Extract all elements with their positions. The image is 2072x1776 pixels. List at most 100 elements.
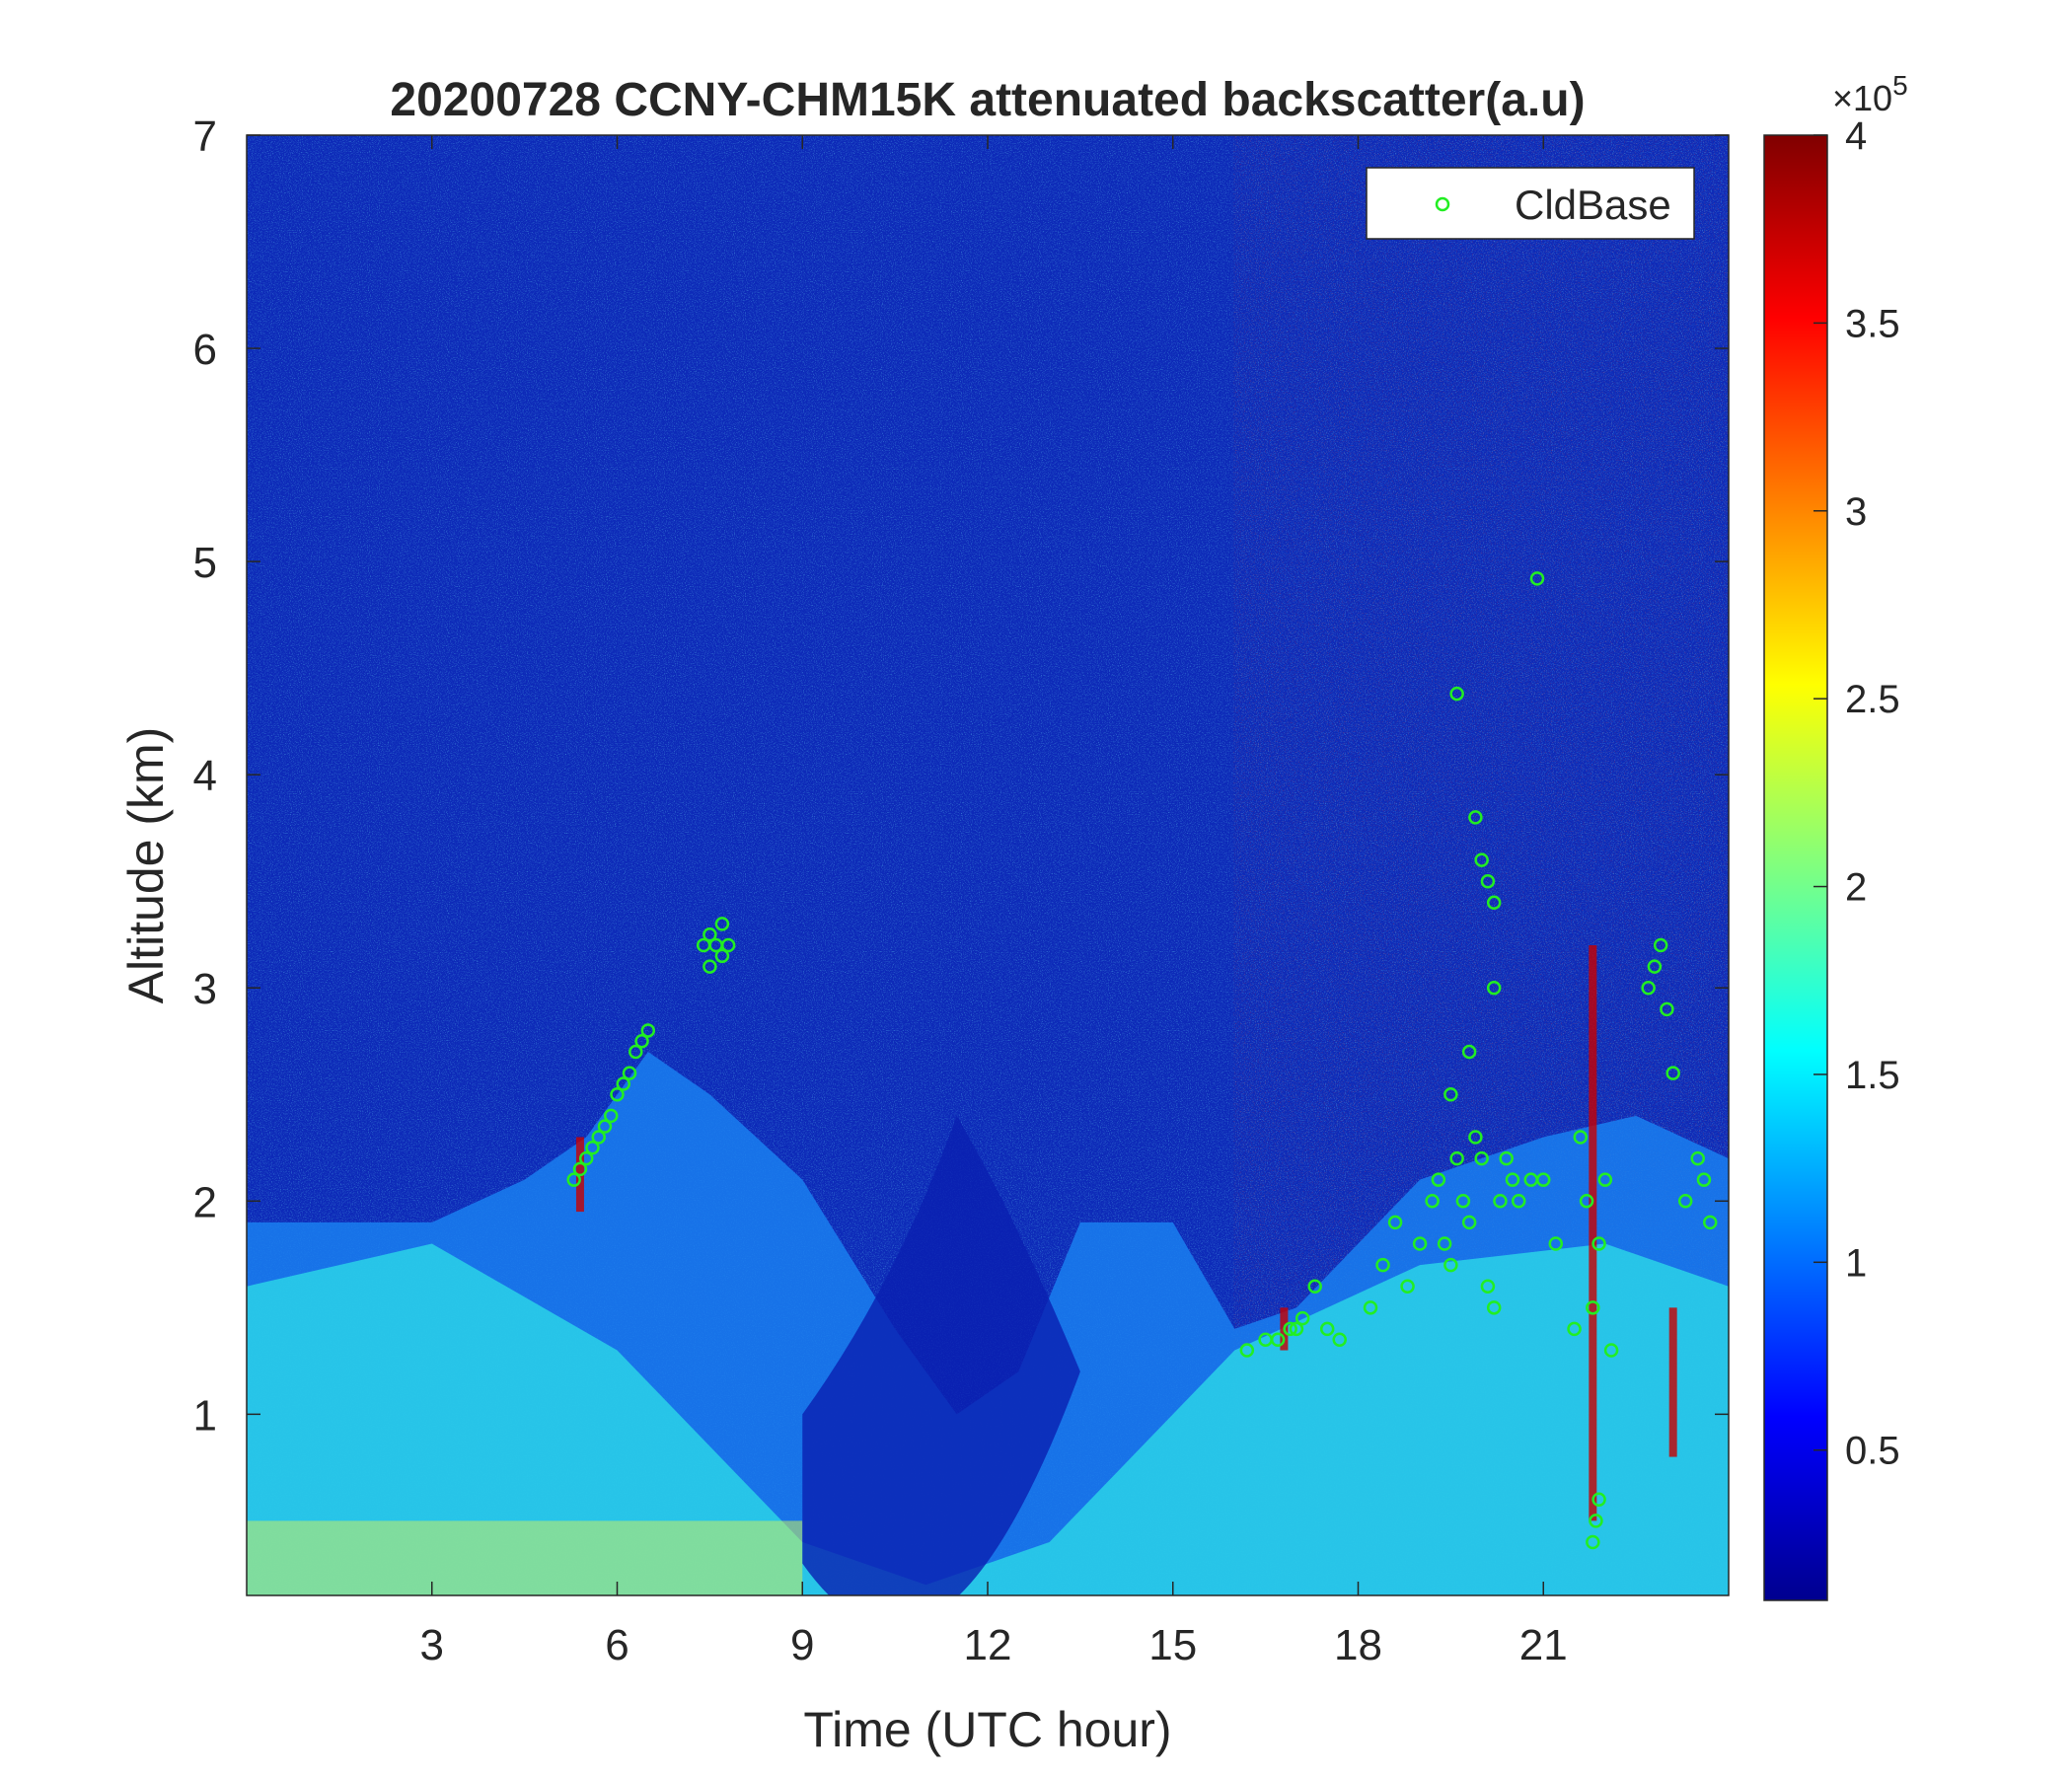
high-signal-band: [1668, 1307, 1677, 1457]
y-tick-label: 5: [193, 539, 217, 587]
legend: CldBase: [1366, 167, 1695, 240]
cldbase-point: [1431, 1172, 1446, 1187]
cldbase-point: [1653, 937, 1668, 953]
colorbar-tick-label: 3: [1845, 490, 1867, 534]
cldbase-point: [1363, 1300, 1378, 1315]
colorbar-ticks: 0.5 1 1.5 2 2.5 3 3.5 4: [1813, 114, 1900, 1473]
cldbase-point: [1400, 1279, 1415, 1294]
x-axis-label: Time (UTC hour): [803, 1702, 1171, 1757]
legend-box: [1366, 167, 1695, 240]
cldbase-point: [1665, 1066, 1680, 1080]
colorbar-tick-label: 1: [1845, 1241, 1867, 1285]
cldbase-point: [566, 1172, 581, 1187]
cldbase-point: [1295, 1310, 1310, 1326]
cldbase-point: [1589, 1514, 1603, 1528]
legend-label: CldBase: [1515, 182, 1671, 228]
cldbase-point: [714, 948, 730, 964]
cldbase-point: [1660, 1001, 1674, 1017]
cldbase-points: [566, 571, 1718, 1550]
y-tick-label: 1: [193, 1391, 217, 1440]
cldbase-point: [1319, 1321, 1335, 1337]
cldbase-point: [1283, 1321, 1297, 1337]
cldbase-point: [1573, 1130, 1589, 1145]
x-tick-label: 12: [964, 1621, 1012, 1669]
cldbase-point: [1461, 1044, 1477, 1060]
cldbase-point: [1443, 1257, 1458, 1273]
x-tick-label: 3: [420, 1621, 444, 1669]
colorbar-tick-label: 1.5: [1845, 1054, 1900, 1097]
near-surface-high: [247, 1520, 803, 1595]
colorbar: 0.5 1 1.5 2 2.5 3 3.5 4 ×105: [1763, 70, 1908, 1601]
colorbar-tick-label: 4: [1845, 114, 1867, 158]
y-tick-label: 2: [193, 1178, 217, 1226]
x-tick-label: 6: [605, 1621, 629, 1669]
cldbase-point: [1270, 1332, 1286, 1347]
cldbase-point: [1677, 1194, 1693, 1209]
colorbar-exponent: ×105: [1832, 70, 1908, 118]
high-signal-band: [1589, 945, 1597, 1521]
cldbase-point: [578, 1150, 594, 1166]
cldbase-point: [1493, 1194, 1508, 1209]
cldbase-point: [1307, 1279, 1322, 1294]
cldbase-point: [1387, 1215, 1403, 1230]
colorbar-gradient: [1763, 134, 1828, 1601]
cldbase-point: [1425, 1194, 1440, 1209]
y-axis-label: Altitude (km): [118, 727, 174, 1004]
cldbase-point: [1647, 959, 1663, 974]
cldbase-point: [1455, 1194, 1471, 1209]
x-tick-label: 21: [1519, 1621, 1568, 1669]
cldbase-point: [1499, 1150, 1514, 1166]
cldbase-point: [1597, 1172, 1613, 1187]
cldbase-point: [603, 1108, 619, 1124]
cldbase-point: [1461, 1215, 1477, 1230]
cldbase-point: [634, 1033, 649, 1049]
y-tick-label: 6: [193, 326, 217, 374]
cldbase-point: [640, 1023, 656, 1038]
x-axis: 3 6 9 12 15 18 21: [420, 135, 1568, 1669]
cldbase-point: [1449, 1150, 1464, 1166]
cldbase-point: [1486, 980, 1502, 996]
colorbar-tick-label: 3.5: [1845, 302, 1900, 345]
cldbase-point: [616, 1076, 631, 1091]
cldbase-point: [629, 1044, 643, 1060]
cldbase-point: [591, 1130, 606, 1145]
cldbase-point: [1239, 1343, 1255, 1358]
cldbase-point: [597, 1119, 613, 1134]
cldbase-point: [1603, 1343, 1619, 1358]
cldbase-point: [610, 1087, 625, 1102]
cldbase-point: [1505, 1172, 1520, 1187]
cldbase-point: [714, 917, 730, 931]
cldbase-point: [1412, 1236, 1428, 1251]
cldbase-point: [1468, 810, 1483, 825]
surface-layer: [247, 1243, 1729, 1595]
cldbase-point: [1567, 1321, 1582, 1337]
cldbase-point: [1480, 873, 1496, 889]
cldbase-point: [622, 1066, 637, 1080]
cldbase-point: [1474, 1150, 1489, 1166]
cldbase-point: [1289, 1321, 1304, 1337]
cldbase-point: [1468, 1130, 1483, 1145]
cldbase-point: [1690, 1150, 1705, 1166]
y-tick-label: 7: [193, 112, 217, 161]
cldbase-point: [1529, 571, 1545, 586]
x-tick-label: 18: [1334, 1621, 1382, 1669]
cldbase-point: [1548, 1236, 1564, 1251]
y-tick-label: 4: [193, 752, 217, 800]
cldbase-point: [1702, 1215, 1718, 1230]
cldbase-point: [1486, 895, 1502, 911]
cldbase-point: [1579, 1194, 1594, 1209]
plot-area: [247, 135, 1729, 1595]
colorbar-tick-label: 0.5: [1845, 1430, 1900, 1473]
y-axis: 1 2 3 4 5 6 7: [193, 112, 1729, 1440]
cldbase-point: [1586, 1534, 1600, 1550]
colorbar-tick-label: 2.5: [1845, 678, 1900, 721]
heatmap-layers: [247, 945, 1729, 1595]
cldbase-point: [1486, 1300, 1502, 1315]
cldbase-point: [1437, 1236, 1452, 1251]
cldbase-point: [1449, 686, 1464, 702]
cldbase-point: [1641, 980, 1656, 996]
cldbase-point: [1443, 1087, 1458, 1102]
cldbase-point: [703, 926, 717, 942]
x-tick-label: 9: [790, 1621, 814, 1669]
